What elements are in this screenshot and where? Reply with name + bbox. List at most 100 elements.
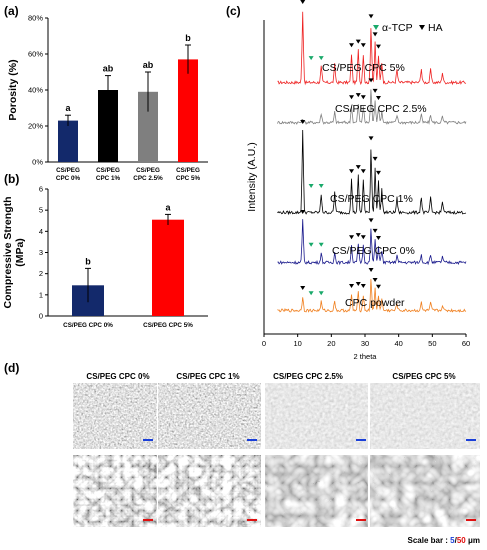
panel-label-c: (c) bbox=[226, 4, 241, 18]
y-tick-label: 40% bbox=[28, 86, 43, 95]
ha-peak-marker bbox=[372, 278, 378, 282]
xrd-trace bbox=[277, 129, 467, 216]
ha-peak-marker bbox=[349, 235, 355, 240]
ha-peak-marker bbox=[349, 169, 355, 174]
x-tick-label: 60 bbox=[462, 339, 470, 348]
xrd-trace bbox=[277, 11, 467, 86]
x-tick-label: 20 bbox=[327, 339, 335, 348]
y-axis-label: Porosity (%) bbox=[7, 59, 19, 120]
sem-image-0-high bbox=[73, 455, 157, 527]
x-tick-label: 50 bbox=[428, 339, 436, 348]
trace-label: CS/PEG CPC 1% bbox=[330, 193, 413, 205]
scale-bar-caption: Scale bar : 5/50 μm bbox=[407, 536, 480, 545]
ha-peak-marker bbox=[349, 95, 355, 100]
trace-label: CS/PEG CPC 0% bbox=[332, 245, 415, 257]
scale-bar-high bbox=[143, 519, 153, 521]
trace-label: CS/PEG CPC 2.5% bbox=[335, 103, 427, 115]
ha-peak-marker bbox=[355, 233, 361, 238]
tcp-peak-marker bbox=[308, 242, 314, 247]
ha-peak-marker bbox=[375, 170, 381, 175]
sem-column-label: CS/PEG CPC 0% bbox=[86, 372, 149, 381]
legend-label: HA bbox=[428, 22, 443, 34]
significance-label: a bbox=[165, 202, 171, 212]
category-label: CPC 5% bbox=[176, 175, 201, 182]
bar bbox=[58, 120, 78, 162]
significance-label: a bbox=[65, 103, 71, 113]
ha-peak-marker bbox=[355, 39, 361, 44]
significance-label: ab bbox=[143, 60, 154, 70]
ha-peak-marker bbox=[355, 282, 361, 286]
trace-label: CS/PEG CPC 5% bbox=[322, 62, 405, 74]
ha-peak-marker bbox=[300, 210, 306, 214]
significance-label: ab bbox=[103, 64, 114, 74]
panel-label-b: (b) bbox=[4, 172, 19, 186]
x-axis-label: 2 theta bbox=[354, 352, 378, 361]
x-tick-label: 10 bbox=[293, 339, 301, 348]
ha-peak-marker bbox=[368, 218, 374, 223]
scale-bar-low bbox=[466, 439, 476, 441]
x-tick-label: 0 bbox=[262, 339, 266, 348]
category-label: CS/PEG bbox=[96, 167, 120, 174]
category-label: CPC 0% bbox=[56, 175, 81, 182]
legend-marker bbox=[373, 25, 379, 30]
tcp-peak-marker bbox=[318, 242, 324, 247]
y-axis-label: Compressive Strength(MPa) bbox=[2, 196, 26, 308]
bar bbox=[138, 91, 158, 162]
ha-peak-marker bbox=[360, 43, 366, 48]
sem-image-1-high bbox=[158, 455, 261, 527]
tcp-peak-marker bbox=[308, 56, 314, 61]
sem-image-3-low bbox=[370, 383, 480, 449]
ha-peak-marker bbox=[368, 268, 374, 272]
sem-image-2-low bbox=[265, 383, 368, 449]
ha-peak-marker bbox=[300, 0, 306, 4]
xrd-trace bbox=[277, 89, 467, 125]
ha-peak-marker bbox=[372, 32, 378, 37]
compressive-strength-chart: 0 1 2 3 4 5 6 b CS/PEG CPC 0% a CS/PEG CPC 5% Compr… bbox=[2, 185, 208, 329]
significance-label: b bbox=[185, 33, 191, 43]
xrd-trace bbox=[277, 279, 467, 313]
sem-column-label: CS/PEG CPC 1% bbox=[176, 372, 239, 381]
tcp-peak-marker bbox=[318, 56, 324, 61]
legend-label: α-TCP bbox=[382, 22, 413, 34]
legend: α-TCP HA bbox=[373, 22, 443, 34]
ha-peak-marker bbox=[349, 43, 355, 48]
scale-bar-high bbox=[356, 519, 366, 521]
ha-peak-marker bbox=[372, 88, 378, 93]
y-tick-label: 60% bbox=[28, 50, 43, 59]
sem-image-2-high bbox=[265, 455, 368, 527]
category-label: CS/PEG CPC 5% bbox=[143, 322, 193, 329]
scale-bar-low bbox=[356, 439, 366, 441]
trace-label: CPC powder bbox=[345, 297, 405, 309]
y-tick-label: 3 bbox=[39, 248, 43, 257]
sem-panel: CS/PEG CPC 0% CS/PEG CPC 1% CS/PEG CPC 2… bbox=[73, 372, 480, 545]
y-axis-label: Intensity (A.U.) bbox=[246, 142, 258, 211]
category-label: CS/PEG bbox=[136, 167, 160, 174]
y-tick-label: 4 bbox=[39, 227, 43, 236]
y-tick-label: 1 bbox=[39, 290, 43, 299]
x-tick-label: 30 bbox=[361, 339, 369, 348]
ha-peak-marker bbox=[375, 96, 381, 101]
ha-peak-marker bbox=[368, 14, 374, 19]
x-tick-label: 40 bbox=[394, 339, 402, 348]
y-tick-label: 6 bbox=[39, 185, 43, 194]
category-label: CPC 1% bbox=[96, 175, 121, 182]
ha-peak-marker bbox=[372, 156, 378, 161]
sem-image-0-low bbox=[73, 383, 157, 449]
xrd-trace bbox=[277, 219, 467, 266]
sem-image-3-high bbox=[370, 455, 480, 527]
tcp-peak-marker bbox=[318, 291, 324, 296]
ha-peak-marker bbox=[372, 228, 378, 233]
ha-peak-marker bbox=[360, 95, 366, 100]
panel-label-a: (a) bbox=[4, 4, 19, 18]
scale-bar-low bbox=[247, 439, 257, 441]
tcp-peak-marker bbox=[308, 291, 314, 296]
ha-peak-marker bbox=[360, 169, 366, 174]
ha-peak-marker bbox=[349, 284, 355, 288]
significance-label: b bbox=[85, 256, 91, 266]
sem-column-label: CS/PEG CPC 2.5% bbox=[273, 372, 343, 381]
y-tick-label: 20% bbox=[28, 122, 43, 131]
scale-bar-high bbox=[247, 519, 257, 521]
y-tick-label: 0 bbox=[39, 312, 43, 321]
